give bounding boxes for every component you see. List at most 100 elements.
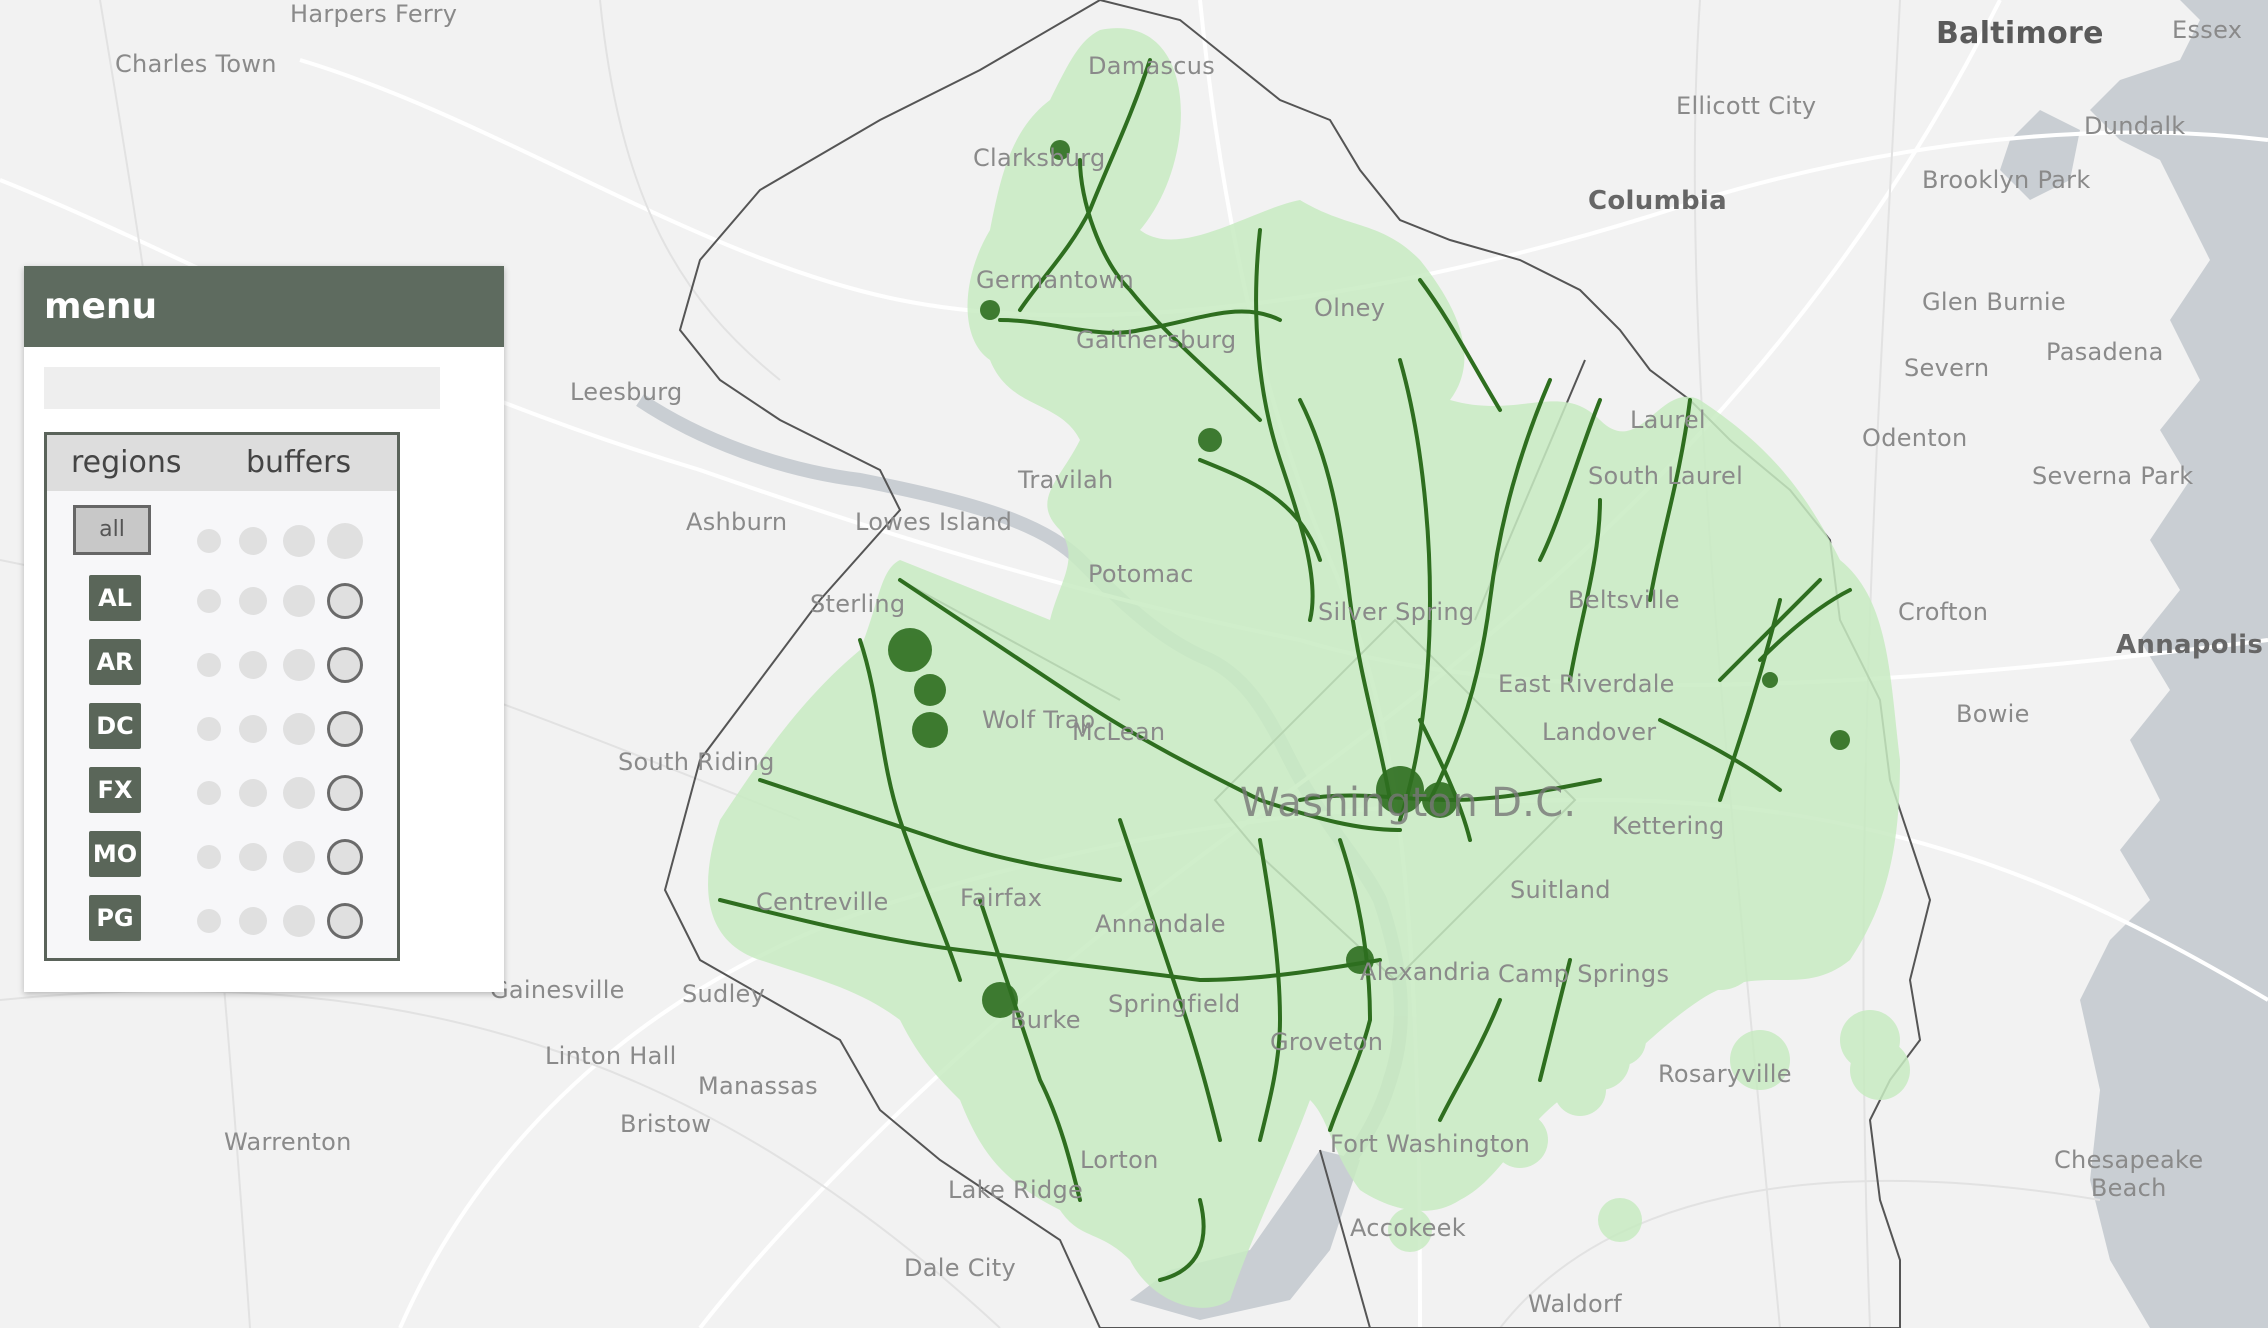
region-button-dc[interactable]: DC: [89, 703, 141, 749]
place-label: Charles Town: [115, 50, 277, 78]
buffer-dot-4[interactable]: [327, 647, 363, 683]
menu-title: menu: [24, 266, 504, 347]
buffer-dot-2[interactable]: [239, 907, 267, 935]
panel-header: regions buffers: [47, 435, 397, 491]
place-label: Beltsville: [1568, 586, 1680, 614]
region-button-fx[interactable]: FX: [89, 767, 141, 813]
buffer-dot-4[interactable]: [327, 775, 363, 811]
region-row-ar: AR: [47, 633, 397, 693]
place-label: Odenton: [1862, 424, 1968, 452]
place-label: Brooklyn Park: [1922, 166, 2091, 194]
buffer-dot-1[interactable]: [197, 717, 221, 741]
buffer-dot-3[interactable]: [283, 585, 315, 617]
place-label: South Riding: [618, 748, 775, 776]
region-boundary: [663, 0, 1932, 1328]
buffer-dot-1[interactable]: [197, 529, 221, 553]
region-button-pg[interactable]: PG: [89, 895, 141, 941]
buffer-dot-2[interactable]: [239, 651, 267, 679]
place-label: Bristow: [620, 1110, 712, 1138]
search-input[interactable]: [44, 367, 440, 409]
buffer-dot-4[interactable]: [327, 839, 363, 875]
buffer-dot-1[interactable]: [197, 781, 221, 805]
place-label: Chesapeake Beach: [2054, 1146, 2204, 1202]
place-label: Glen Burnie: [1922, 288, 2066, 316]
buffer-dot-3[interactable]: [283, 905, 315, 937]
place-label: Lorton: [1080, 1146, 1159, 1174]
place-label: Annapolis: [2116, 630, 2264, 660]
region-row-mo: MO: [47, 825, 397, 885]
place-label: Harpers Ferry: [290, 0, 458, 28]
place-label: Pasadena: [2046, 338, 2164, 366]
place-label: Damascus: [1088, 52, 1216, 80]
buffer-dot-4[interactable]: [327, 711, 363, 747]
place-label: Severna Park: [2032, 462, 2194, 490]
place-label: Manassas: [698, 1072, 818, 1100]
region-button-al[interactable]: AL: [89, 575, 141, 621]
buffer-dot-3[interactable]: [283, 649, 315, 681]
buffer-dot-1[interactable]: [197, 845, 221, 869]
filter-panel: regions buffers all AL AR DC FX MO PG: [44, 432, 400, 961]
buffer-dot-2[interactable]: [239, 715, 267, 743]
region-row-dc: DC: [47, 697, 397, 757]
buffer-dot-1[interactable]: [197, 653, 221, 677]
place-label: Baltimore: [1936, 16, 2104, 51]
place-label: Centreville: [756, 888, 889, 916]
buffer-dot-3[interactable]: [283, 525, 315, 557]
buffer-dot-3[interactable]: [283, 777, 315, 809]
place-label: Ellicott City: [1676, 92, 1817, 120]
place-label: Gaithersburg: [1076, 326, 1237, 354]
buffer-dot-1[interactable]: [197, 589, 221, 613]
place-label: Ashburn: [686, 508, 788, 536]
place-label: Warrenton: [224, 1128, 352, 1156]
buffer-dot-2[interactable]: [239, 779, 267, 807]
region-row-fx: FX: [47, 761, 397, 821]
trail-layer: [718, 58, 1852, 1282]
buffer-dot-2[interactable]: [239, 587, 267, 615]
place-label: Olney: [1314, 294, 1386, 322]
place-label: Sterling: [810, 590, 906, 618]
place-label: Wolf Trap: [982, 706, 1096, 734]
place-label: Potomac: [1088, 560, 1194, 588]
buffer-dot-2[interactable]: [239, 843, 267, 871]
place-label: Laurel: [1630, 406, 1706, 434]
row-all: all: [47, 499, 397, 559]
buffer-dot-4[interactable]: [327, 523, 363, 559]
buffer-dot-1[interactable]: [197, 909, 221, 933]
buffer-dot-2[interactable]: [239, 527, 267, 555]
place-label: Waldorf: [1528, 1290, 1622, 1318]
place-label: Travilah: [1018, 466, 1114, 494]
place-label: Annandale: [1095, 910, 1226, 938]
regions-column-label: regions: [71, 445, 182, 480]
place-label: Groveton: [1270, 1028, 1384, 1056]
region-row-pg: PG: [47, 889, 397, 949]
buffer-dot-4[interactable]: [327, 583, 363, 619]
place-label: Camp Springs: [1498, 960, 1670, 988]
place-label: Dundalk: [2084, 112, 2186, 140]
place-label: Kettering: [1612, 812, 1725, 840]
place-label: Gainesville: [490, 976, 625, 1004]
place-label: Alexandria: [1360, 958, 1492, 986]
all-regions-button[interactable]: all: [73, 505, 151, 555]
region-button-mo[interactable]: MO: [89, 831, 141, 877]
place-label: Lake Ridge: [948, 1176, 1084, 1204]
place-label: Suitland: [1510, 876, 1611, 904]
menu-panel: menu regions buffers all AL AR DC FX MO PG: [24, 266, 504, 992]
place-label: Burke: [1010, 1006, 1081, 1034]
buffer-dot-3[interactable]: [283, 841, 315, 873]
trail-clusters: [888, 140, 1850, 1018]
place-label: Washington D.C.: [1240, 780, 1577, 826]
chesapeake-bay: [2080, 0, 2268, 1328]
place-label: Columbia: [1588, 186, 1727, 216]
county-divider-3: [1319, 1149, 1371, 1328]
place-label: Crofton: [1898, 598, 1989, 626]
place-label: Essex: [2172, 16, 2243, 44]
buffer-dot-3[interactable]: [283, 713, 315, 745]
region-button-ar[interactable]: AR: [89, 639, 141, 685]
place-label: Fairfax: [960, 884, 1043, 912]
place-label: Severn: [1904, 354, 1990, 382]
place-label: Clarksburg: [973, 144, 1106, 172]
place-label: Bowie: [1956, 700, 2030, 728]
buffer-dot-4[interactable]: [327, 903, 363, 939]
place-label: Landover: [1542, 718, 1657, 746]
place-label: South Laurel: [1588, 462, 1744, 490]
